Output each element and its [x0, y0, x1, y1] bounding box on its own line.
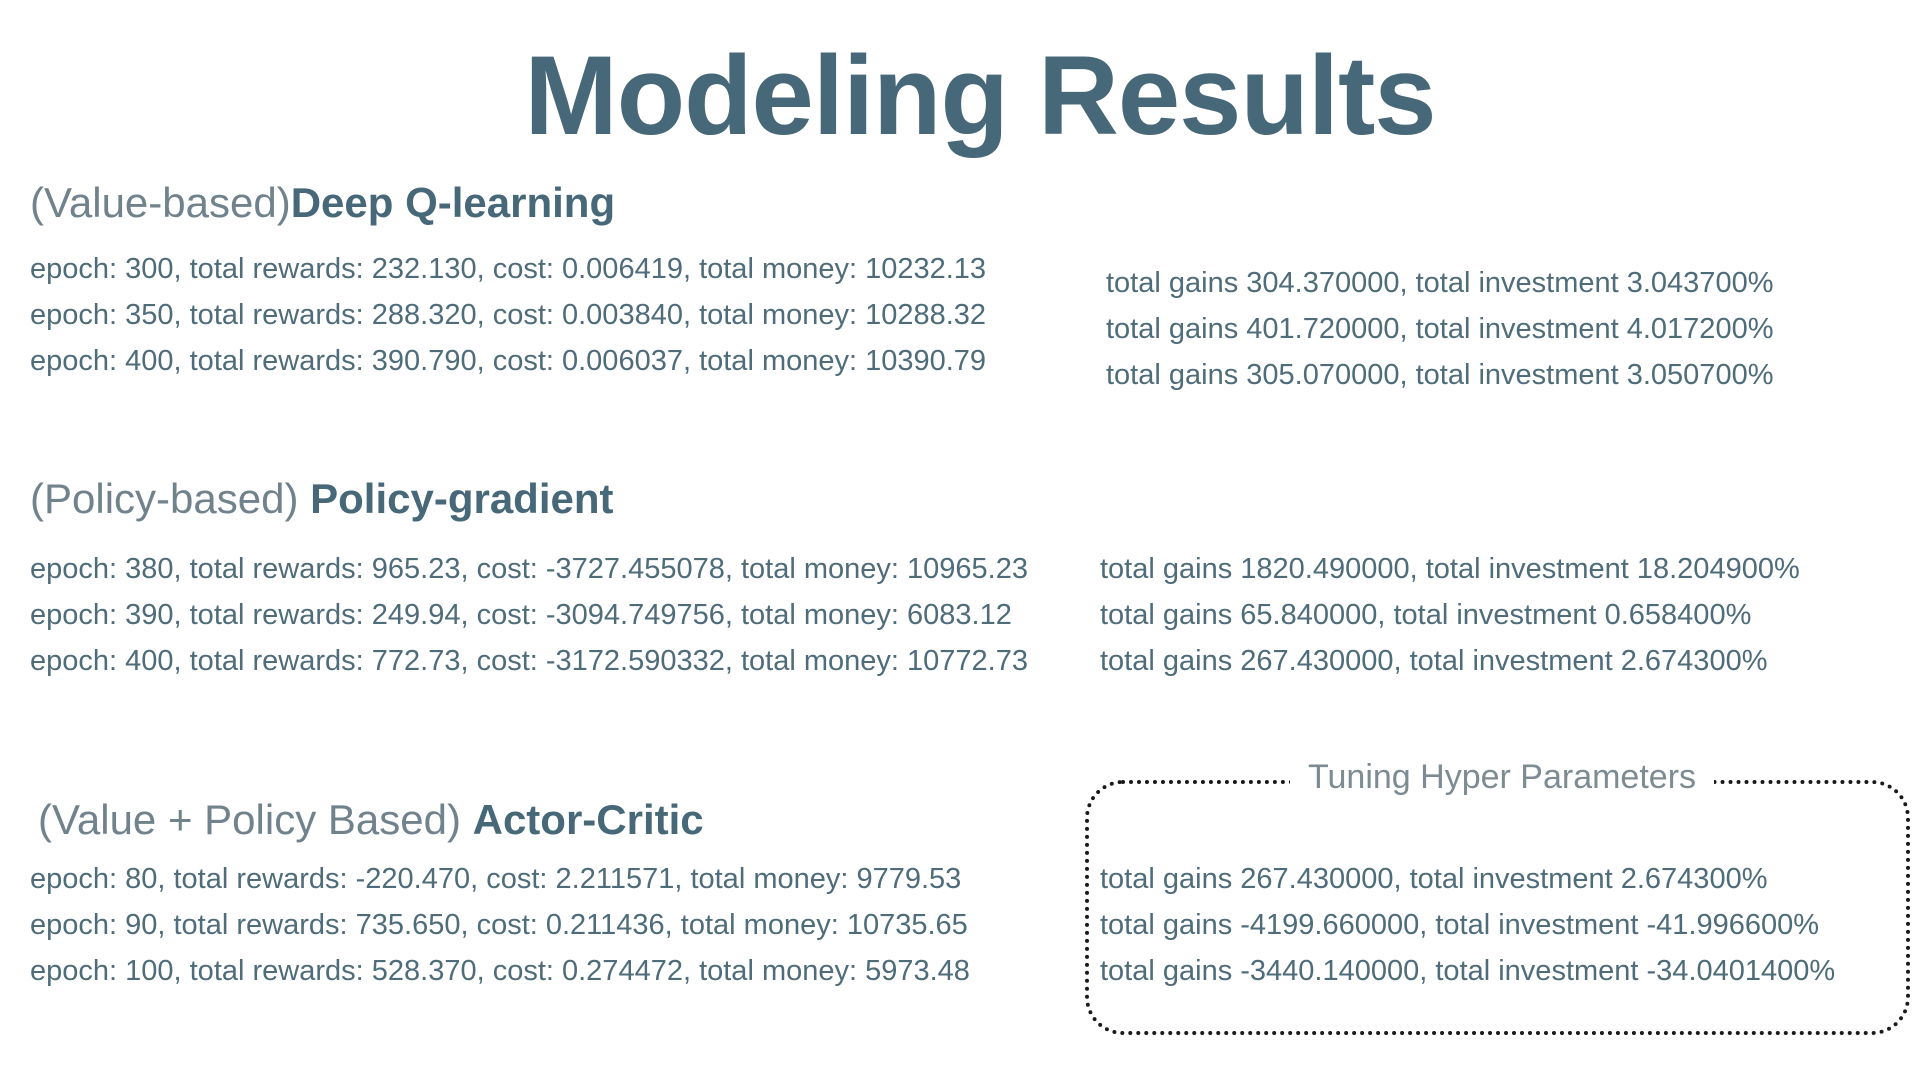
gains-line: total gains 65.840000, total investment …: [1100, 599, 1752, 631]
section-name: Actor-Critic: [472, 796, 704, 843]
section-heading-actor-critic: (Value + Policy Based) Actor-Critic: [38, 795, 704, 845]
gains-line: total gains 305.070000, total investment…: [1106, 359, 1774, 391]
epoch-results-actor-critic: epoch: 80, total rewards: -220.470, cost…: [30, 856, 970, 994]
epoch-results-policy-gradient: epoch: 380, total rewards: 965.23, cost:…: [30, 546, 1028, 684]
gains-line: total gains 1820.490000, total investmen…: [1100, 553, 1800, 585]
section-prefix: (Value + Policy Based): [38, 796, 473, 843]
page-title: Modeling Results: [524, 33, 1436, 158]
gains-results-deep-q-learning: total gains 304.370000, total investment…: [1106, 260, 1773, 398]
epoch-line: epoch: 300, total rewards: 232.130, cost…: [30, 253, 987, 285]
gains-line: total gains 267.430000, total investment…: [1100, 645, 1768, 677]
epoch-line: epoch: 380, total rewards: 965.23, cost:…: [30, 553, 1028, 585]
epoch-line: epoch: 390, total rewards: 249.94, cost:…: [30, 599, 1012, 631]
section-prefix: (Policy-based): [30, 475, 311, 522]
epoch-line: epoch: 90, total rewards: 735.650, cost:…: [30, 909, 968, 941]
gains-results-actor-critic: total gains 267.430000, total investment…: [1100, 856, 1835, 994]
epoch-line: epoch: 400, total rewards: 390.790, cost…: [30, 345, 987, 377]
gains-line: total gains -3440.140000, total investme…: [1100, 955, 1836, 987]
section-heading-policy-gradient: (Policy-based) Policy-gradient: [30, 474, 614, 524]
epoch-line: epoch: 400, total rewards: 772.73, cost:…: [30, 645, 1028, 677]
gains-line: total gains 267.430000, total investment…: [1100, 863, 1768, 895]
epoch-results-deep-q-learning: epoch: 300, total rewards: 232.130, cost…: [30, 246, 986, 384]
gains-line: total gains 304.370000, total investment…: [1106, 267, 1774, 299]
gains-line: total gains 401.720000, total investment…: [1106, 313, 1774, 345]
section-name: Deep Q-learning: [290, 179, 616, 226]
epoch-line: epoch: 80, total rewards: -220.470, cost…: [30, 863, 962, 895]
gains-results-policy-gradient: total gains 1820.490000, total investmen…: [1100, 546, 1800, 684]
section-prefix: (Value-based): [30, 179, 291, 226]
gains-line: total gains -4199.660000, total investme…: [1100, 909, 1820, 941]
tuning-hyper-parameters-label: Tuning Hyper Parameters: [1290, 758, 1715, 797]
epoch-line: epoch: 100, total rewards: 528.370, cost…: [30, 955, 970, 987]
section-name: Policy-gradient: [310, 475, 614, 522]
epoch-line: epoch: 350, total rewards: 288.320, cost…: [30, 299, 987, 331]
section-heading-deep-q-learning: (Value-based)Deep Q-learning: [30, 178, 615, 228]
